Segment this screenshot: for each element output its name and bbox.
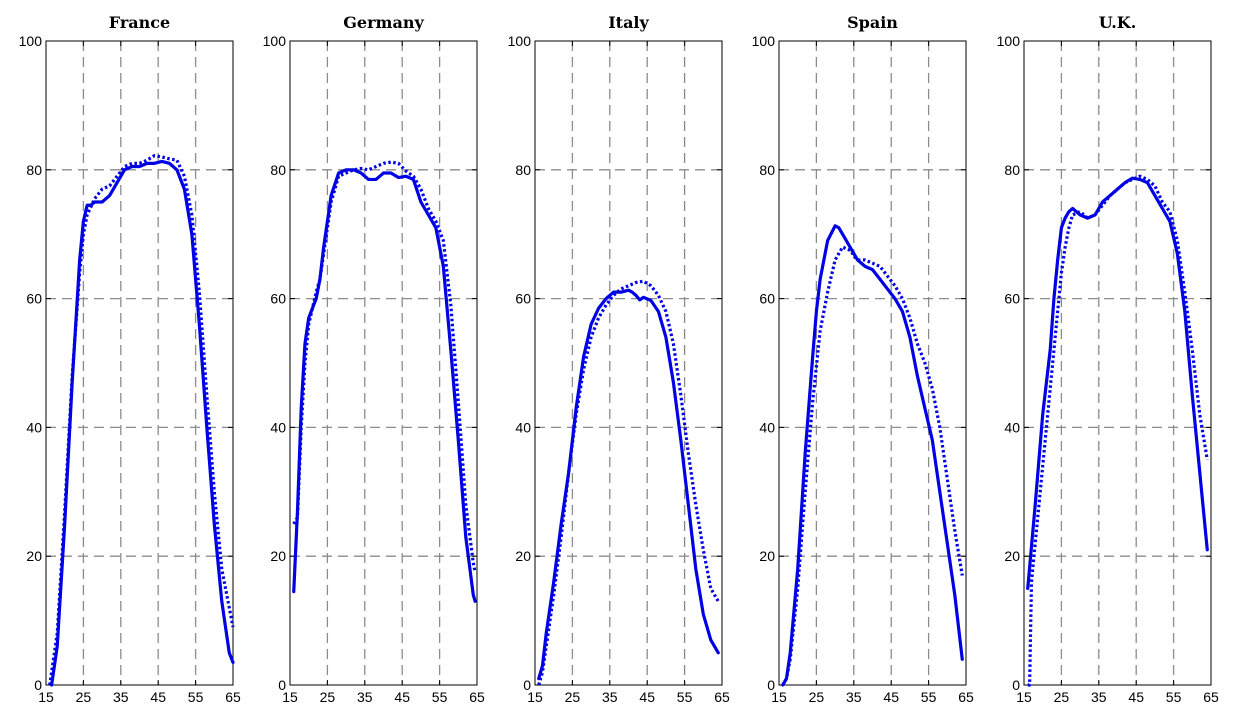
series-line-solid <box>537 288 720 681</box>
x-tick-label: 15 <box>282 689 298 705</box>
x-tick-label: 35 <box>357 689 373 705</box>
y-tick-label: 100 <box>997 33 1021 49</box>
panel-title: Germany <box>343 13 424 32</box>
plot-area <box>535 41 722 685</box>
x-tick-label: 55 <box>1166 689 1182 705</box>
y-tick-label: 0 <box>34 677 42 693</box>
panel-germany: 15 25 35 45 55 65 0 20 40 60 80 100 Germany <box>263 13 485 705</box>
plot-area <box>779 41 966 685</box>
panel-title: Spain <box>847 13 898 32</box>
plot-area <box>1024 41 1211 685</box>
y-tick-label: 80 <box>515 162 531 178</box>
y-tick-label: 80 <box>26 162 42 178</box>
series-line-dotted <box>781 245 964 686</box>
x-tick-label: 45 <box>1128 689 1144 705</box>
x-tick-label: 65 <box>1203 689 1219 705</box>
series-line-dotted <box>48 154 235 686</box>
panel-uk: 15 25 35 45 55 65 0 20 40 60 80 100 U.K. <box>997 13 1219 705</box>
y-tick-label: 20 <box>515 548 531 564</box>
y-tick-label: 80 <box>1004 162 1020 178</box>
x-tick-label: 45 <box>394 689 410 705</box>
panel-title: France <box>109 13 170 32</box>
x-tick-label: 55 <box>188 689 204 705</box>
x-tick-label: 55 <box>432 689 448 705</box>
axes-frame <box>534 40 723 686</box>
x-tick-label: 35 <box>846 689 862 705</box>
y-tick-label: 0 <box>767 677 775 693</box>
axes-frame <box>1023 40 1212 686</box>
x-tick-label: 55 <box>921 689 937 705</box>
x-tick-label: 65 <box>714 689 730 705</box>
y-tick-label: 80 <box>270 162 286 178</box>
panel-title: U.K. <box>1099 13 1137 32</box>
x-tick-label: 45 <box>639 689 655 705</box>
y-tick-label: 20 <box>270 548 286 564</box>
y-tick-label: 60 <box>759 291 775 307</box>
x-tick-label: 55 <box>677 689 693 705</box>
series-line-solid <box>781 224 964 687</box>
series-line-dotted <box>537 279 720 686</box>
x-tick-label: 35 <box>602 689 618 705</box>
y-tick-label: 60 <box>515 291 531 307</box>
y-tick-label: 40 <box>515 419 531 435</box>
x-tick-label: 65 <box>958 689 974 705</box>
x-tick-label: 25 <box>76 689 92 705</box>
axes-frame <box>45 40 234 686</box>
x-tick-label: 25 <box>809 689 825 705</box>
plot-area <box>290 41 477 685</box>
y-tick-label: 0 <box>523 677 531 693</box>
x-tick-label: 15 <box>1016 689 1032 705</box>
x-tick-label: 25 <box>320 689 336 705</box>
panel-spain: 15 25 35 45 55 65 0 20 40 60 80 100 Spain <box>752 13 974 705</box>
y-tick-label: 60 <box>270 291 286 307</box>
x-tick-label: 15 <box>38 689 54 705</box>
x-tick-label: 25 <box>1054 689 1070 705</box>
y-tick-label: 100 <box>263 33 287 49</box>
y-tick-label: 40 <box>26 419 42 435</box>
y-tick-label: 20 <box>26 548 42 564</box>
y-tick-label: 40 <box>270 419 286 435</box>
y-tick-label: 100 <box>508 33 532 49</box>
y-tick-label: 100 <box>752 33 776 49</box>
y-tick-label: 0 <box>278 677 286 693</box>
x-tick-label: 45 <box>883 689 899 705</box>
x-tick-label: 45 <box>150 689 166 705</box>
y-tick-label: 40 <box>759 419 775 435</box>
panel-italy: 15 25 35 45 55 65 0 20 40 60 80 100 Italy <box>508 13 730 705</box>
y-tick-label: 60 <box>26 291 42 307</box>
x-tick-label: 65 <box>469 689 485 705</box>
x-tick-label: 15 <box>771 689 787 705</box>
y-tick-label: 0 <box>1012 677 1020 693</box>
x-tick-label: 15 <box>527 689 543 705</box>
series-line-dotted <box>292 160 477 573</box>
y-tick-label: 40 <box>1004 419 1020 435</box>
panel-france: 15 25 35 45 55 65 0 20 40 60 80 100 France <box>19 13 241 705</box>
y-tick-label: 20 <box>759 548 775 564</box>
panel-title: Italy <box>608 13 649 32</box>
y-tick-label: 60 <box>1004 291 1020 307</box>
axes-frame <box>778 40 967 686</box>
x-tick-label: 25 <box>565 689 581 705</box>
x-tick-label: 65 <box>225 689 241 705</box>
y-tick-label: 20 <box>1004 548 1020 564</box>
axes-frame <box>289 40 478 686</box>
y-tick-label: 80 <box>759 162 775 178</box>
x-tick-label: 35 <box>1091 689 1107 705</box>
x-tick-label: 35 <box>113 689 129 705</box>
y-tick-label: 100 <box>19 33 43 49</box>
